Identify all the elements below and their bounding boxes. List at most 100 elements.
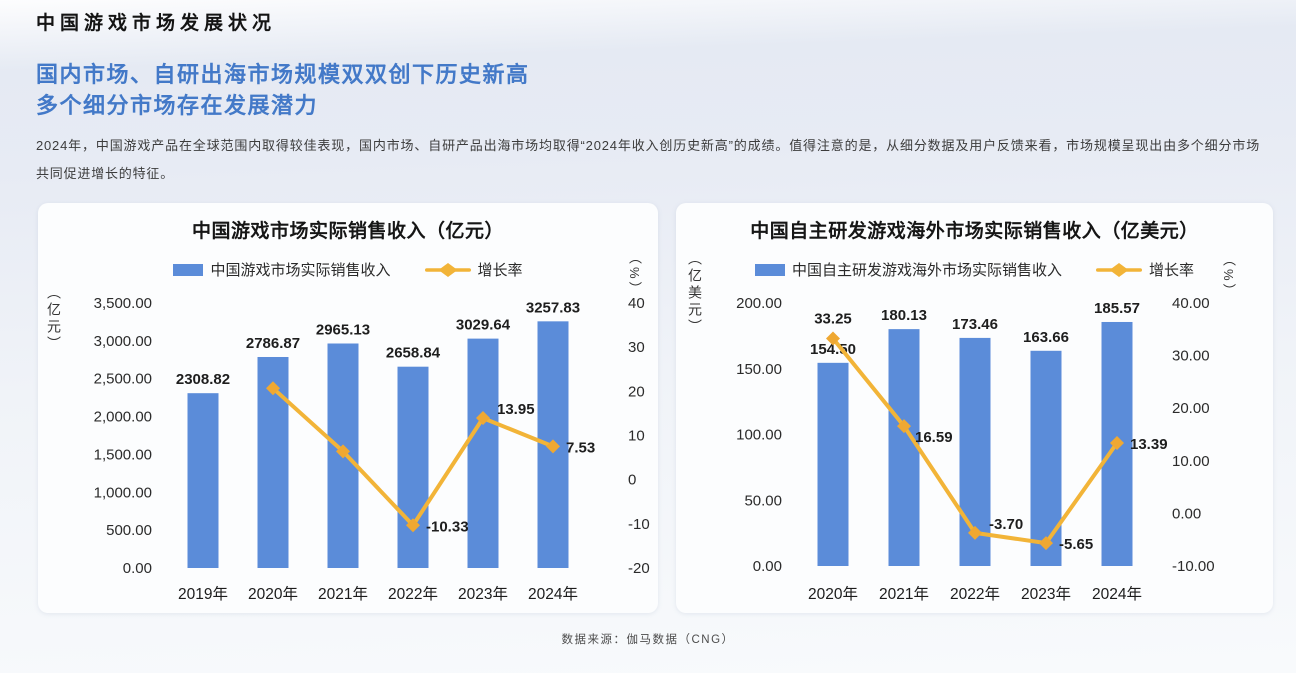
bar-value-label: 2965.13: [316, 321, 370, 338]
revenue-bar: [1030, 350, 1062, 566]
right-axis-unit-label: （%）: [1221, 253, 1236, 300]
line-value-label: -5.65: [1059, 536, 1093, 553]
bar-value-label: 2786.87: [246, 335, 300, 352]
x-axis-label: 2019年: [178, 585, 228, 603]
section-heading: 国内市场、自研出海市场规模双双创下历史新高 多个细分市场存在发展潜力: [36, 59, 530, 121]
left-axis-tick: 500.00: [106, 522, 152, 539]
bar-value-label: 3257.83: [526, 299, 580, 316]
x-axis-label: 2021年: [879, 585, 929, 603]
revenue-bar: [257, 356, 289, 568]
line-marker: [968, 525, 982, 540]
left-axis-tick: 3,000.00: [94, 333, 152, 350]
right-axis-tick: 10: [628, 428, 645, 445]
left-axis-tick: 50.00: [744, 492, 782, 509]
right-axis-tick: 30: [628, 339, 645, 356]
bar-legend-label: 中国游戏市场实际销售收入: [210, 262, 391, 279]
revenue-bar: [888, 329, 920, 566]
line-marker: [406, 518, 420, 533]
x-axis-label: 2024年: [1092, 585, 1142, 603]
left-axis-tick: 0.00: [753, 558, 782, 575]
left-axis-tick: 100.00: [736, 427, 782, 444]
line-legend-marker-icon: [1096, 262, 1142, 277]
legend-item-growth: 增长率: [424, 259, 523, 280]
chart-legend: 中国游戏市场实际销售收入 增长率: [38, 259, 658, 280]
revenue-bar: [817, 362, 849, 566]
right-axis-tick: 20: [628, 383, 645, 400]
left-axis-tick: 3,500.00: [94, 295, 152, 312]
left-axis-tick: 1,500.00: [94, 446, 152, 463]
left-axis-tick: 2,000.00: [94, 409, 152, 426]
bar-value-label: 163.66: [1023, 329, 1069, 346]
x-axis-label: 2020年: [248, 585, 298, 603]
bar-legend-label: 中国自主研发游戏海外市场实际销售收入: [791, 262, 1062, 279]
y-axis-unit-label: （亿美元）: [687, 251, 703, 336]
line-legend-label: 增长率: [1149, 262, 1195, 279]
line-marker: [826, 331, 840, 346]
bar-value-label: 154.50: [810, 341, 856, 358]
right-axis-tick: 0.00: [1172, 505, 1201, 522]
chart-legend: 中国自主研发游戏海外市场实际销售收入 增长率: [676, 259, 1273, 280]
line-legend-label: 增长率: [477, 262, 523, 279]
right-axis-tick: 30.00: [1172, 348, 1210, 365]
heading-line2: 多个细分市场存在发展潜力: [36, 93, 319, 118]
right-axis-tick: 10.00: [1172, 453, 1210, 470]
right-axis-unit-label: （%）: [627, 251, 642, 298]
revenue-bar: [187, 393, 219, 568]
page-title: 中国游戏市场发展状况: [36, 13, 277, 34]
legend-item-growth: 增长率: [1096, 259, 1194, 280]
left-axis-tick: 1,000.00: [94, 484, 152, 501]
revenue-bar: [397, 366, 429, 568]
line-value-label: 13.39: [1130, 436, 1168, 453]
intro-paragraph: 2024年，中国游戏产品在全球范围内取得较佳表现，国内市场、自研产品出海市场均取…: [36, 138, 1260, 181]
line-marker: [546, 439, 560, 454]
x-axis-label: 2022年: [950, 585, 1000, 603]
right-axis-tick: 20.00: [1172, 400, 1210, 417]
chart-title: 中国自主研发游戏海外市场实际销售收入（亿美元）: [750, 221, 1199, 242]
line-value-label: 33.25: [814, 311, 852, 328]
y-axis-unit-label: （亿元）: [46, 285, 62, 353]
revenue-bar: [959, 337, 991, 566]
revenue-bar: [327, 343, 359, 568]
legend-item-revenue: 中国自主研发游戏海外市场实际销售收入: [754, 259, 1062, 280]
x-axis-label: 2022年: [388, 585, 438, 603]
revenue-bar: [537, 321, 569, 568]
legend-item-revenue: 中国游戏市场实际销售收入: [173, 259, 391, 280]
bar-legend-swatch: [173, 263, 204, 276]
bar-value-label: 3029.64: [456, 317, 511, 334]
line-marker: [1110, 435, 1124, 450]
x-axis-label: 2023年: [458, 585, 508, 603]
left-axis-tick: 2,500.00: [94, 371, 152, 388]
line-marker: [476, 411, 490, 426]
right-axis-tick: -20: [628, 560, 650, 577]
line-value-label: 16.59: [915, 429, 953, 446]
growth-rate-line: [831, 337, 1119, 546]
bar-legend-swatch: [754, 263, 785, 276]
right-axis-tick: 40.00: [1172, 295, 1210, 312]
right-axis-tick: -10.00: [1172, 558, 1215, 575]
left-axis-tick: 200.00: [736, 295, 782, 312]
domestic-market-chart-panel: 中国游戏市场实际销售收入（亿元） 中国游戏市场实际销售收入 增长率 （亿元） （…: [38, 203, 658, 613]
revenue-bar: [1101, 321, 1133, 566]
chart-title: 中国游戏市场实际销售收入（亿元）: [191, 221, 504, 242]
right-axis-tick: 0: [628, 472, 636, 489]
heading-line1: 国内市场、自研出海市场规模双双创下历史新高: [36, 62, 530, 87]
line-marker: [1039, 536, 1053, 551]
line-value-label: 13.95: [497, 401, 535, 418]
bar-value-label: 185.57: [1094, 300, 1140, 317]
x-axis-label: 2021年: [318, 585, 368, 603]
right-axis-tick: -10: [628, 516, 650, 533]
line-value-label: -10.33: [426, 518, 469, 535]
line-value-label: 7.53: [566, 439, 595, 456]
bar-value-label: 2658.84: [386, 345, 441, 362]
line-marker: [336, 444, 350, 459]
left-axis-tick: 150.00: [736, 361, 782, 378]
revenue-bar: [467, 338, 499, 568]
growth-rate-line: [271, 386, 554, 528]
line-legend-marker-icon: [424, 262, 471, 277]
line-marker: [897, 419, 911, 434]
x-axis-label: 2024年: [528, 585, 578, 603]
data-source: 数据来源：伽马数据（CNG）: [561, 634, 735, 646]
x-axis-label: 2023年: [1021, 585, 1071, 603]
line-value-label: -3.70: [989, 516, 1023, 533]
x-axis-label: 2020年: [808, 585, 858, 603]
